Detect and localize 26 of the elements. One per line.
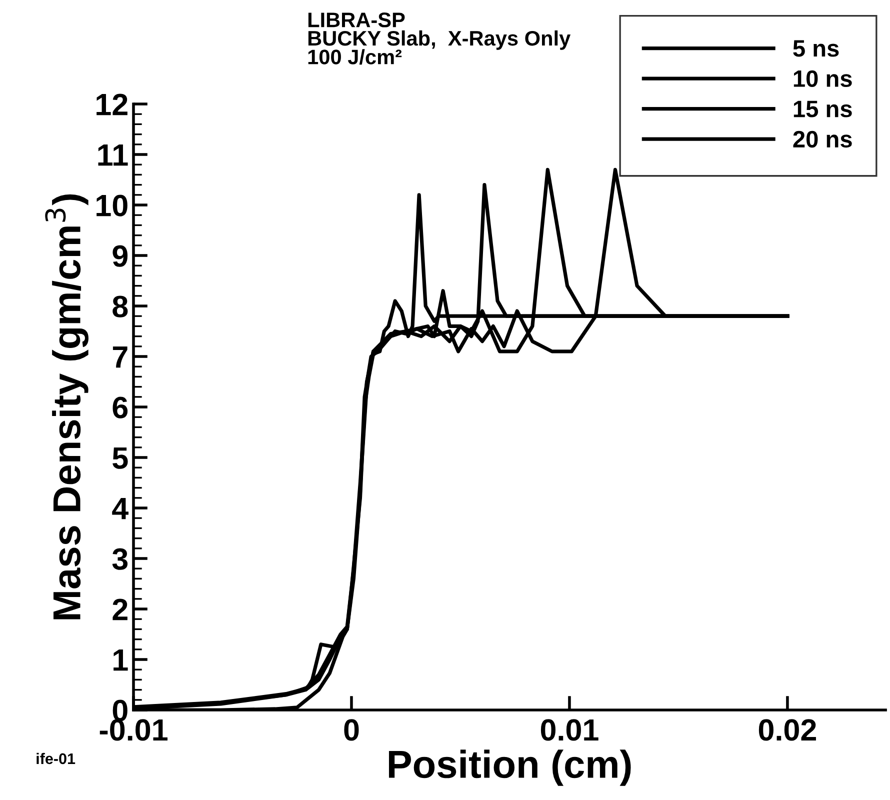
x-tick-label: 0.02 xyxy=(758,719,816,741)
y-axis-title: Mass Density (gm/cm$^{3}$) xyxy=(45,194,88,620)
y-tick-label: 6 xyxy=(112,396,128,418)
y-tick-label: 12 xyxy=(96,94,128,116)
x-axis-title: Position (cm) xyxy=(388,750,631,786)
text: 10 ns xyxy=(794,70,852,88)
y-tick-label: 10 xyxy=(96,194,128,216)
y-tick-label: 9 xyxy=(112,245,128,267)
y-tick-label: 11 xyxy=(98,144,128,166)
text: 5 ns xyxy=(793,40,839,57)
y-tick-label: 2 xyxy=(112,598,128,620)
y-tick-label: 5 xyxy=(112,448,128,469)
y-tick-label: 3 xyxy=(112,548,128,570)
text: 20 ns xyxy=(793,130,852,148)
x-tick-label: -0.01 xyxy=(100,719,168,741)
text: ife-01 xyxy=(36,752,76,764)
chart-title: LIBRA-SP xyxy=(308,12,405,28)
y-tick-label: 4 xyxy=(112,498,128,520)
y-tick-label: 0 xyxy=(112,700,128,722)
x-tick-label: 0 xyxy=(344,719,359,741)
y-tick-label: 8 xyxy=(112,296,128,318)
y-tick-label: 1 xyxy=(114,650,128,671)
y-tick-label: 7 xyxy=(112,346,128,368)
text: 15 ns xyxy=(794,100,852,118)
x-tick-label: 0.01 xyxy=(540,719,598,741)
chart-subtitle: BUCKY Slab, X-Rays Only 100 J/cm² xyxy=(308,30,571,65)
